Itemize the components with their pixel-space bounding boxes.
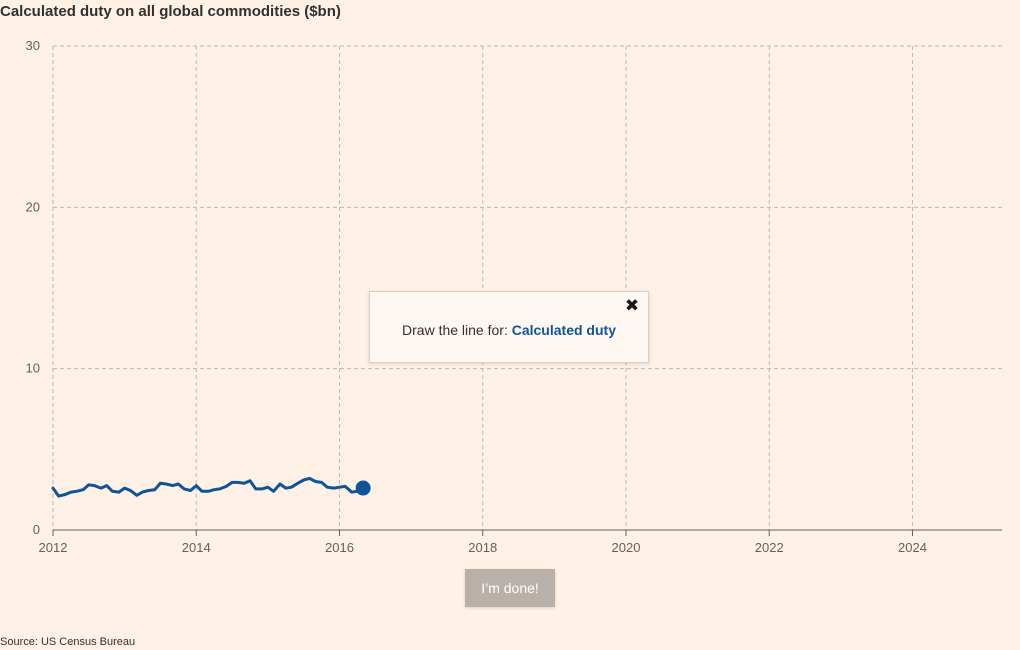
prompt-series-name: Calculated duty	[511, 322, 616, 338]
x-tick-label: 2016	[325, 540, 354, 555]
draw-prompt-dialog: ✖ Draw the line for: Calculated duty	[369, 291, 649, 363]
y-tick-label: 0	[33, 522, 40, 537]
chart-title: Calculated duty on all global commoditie…	[0, 3, 341, 20]
series-line	[51, 476, 365, 498]
x-tick-label: 2018	[468, 540, 497, 555]
x-tick-label: 2020	[612, 540, 641, 555]
grid-layer	[52, 45, 1002, 530]
x-tick-label: 2014	[182, 540, 211, 555]
y-tick-label: 20	[26, 199, 40, 214]
y-tick-label: 30	[26, 38, 40, 53]
x-tick-label: 2022	[755, 540, 784, 555]
axis-layer: 0 10 20 30 2012 2014 2016 2018 2020 2022 2024	[26, 38, 1002, 555]
draw-handle-point[interactable]	[355, 480, 371, 496]
close-icon[interactable]: ✖	[624, 296, 640, 315]
y-tick-label: 10	[26, 361, 40, 376]
source-note: Source: US Census Bureau	[0, 636, 136, 648]
series-layer	[51, 476, 371, 498]
prompt-label: Draw the line for:	[402, 322, 512, 338]
draw-prompt-text: Draw the line for: Calculated duty	[370, 322, 648, 338]
x-tick-label: 2012	[39, 540, 68, 555]
x-tick-label: 2024	[898, 540, 927, 555]
done-button[interactable]: I’m done!	[465, 569, 555, 607]
